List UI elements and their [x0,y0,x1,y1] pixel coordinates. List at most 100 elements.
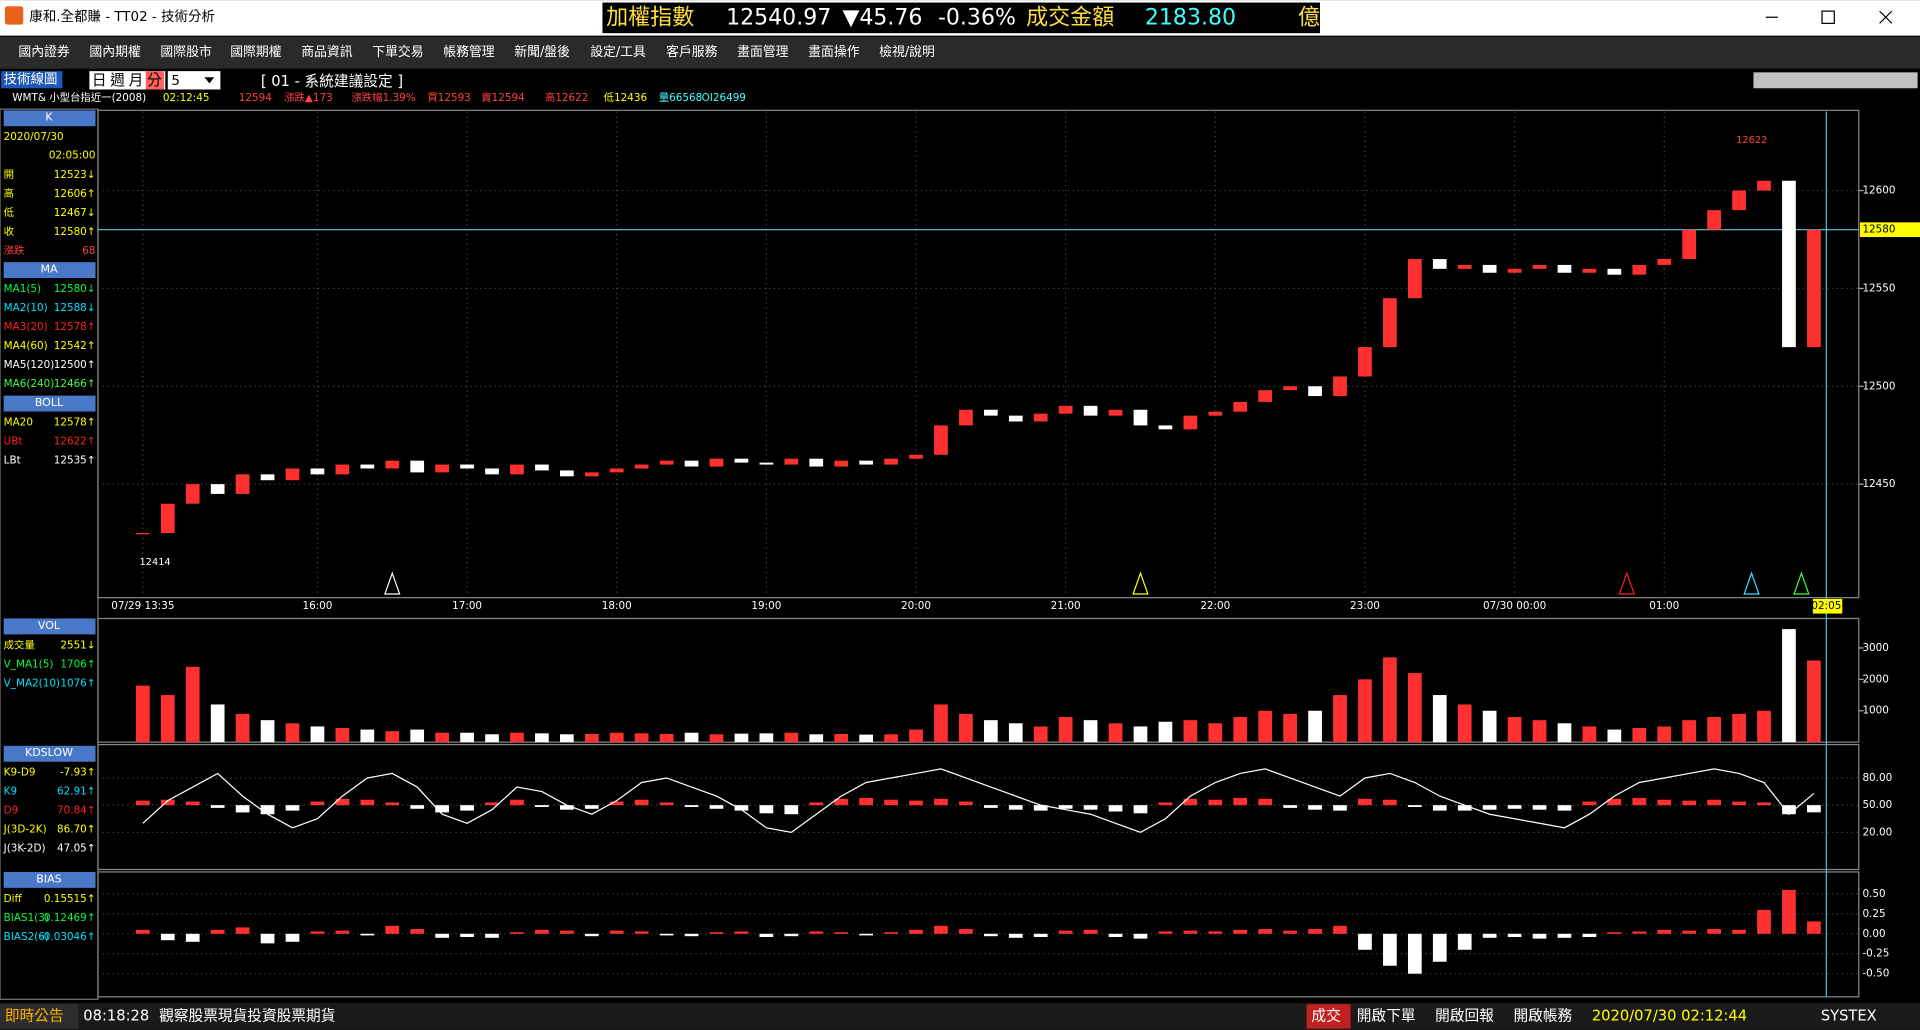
status-notice: 即時公告 [5,1007,64,1024]
chart-tools[interactable] [1753,72,1918,89]
volume-bar [859,734,873,743]
menu-item[interactable]: 畫面操作 [808,44,860,60]
kd-diff-bar [1782,805,1796,815]
row-label: J(3D-2K) [3,824,47,836]
notice-bg [0,1004,79,1029]
time-label: 07/30 00:00 [1483,600,1546,612]
row-value: 70.84↑ [57,805,95,817]
tool-strip[interactable] [1753,72,1918,89]
bias-bar [959,929,973,934]
kd-diff-bar [1333,805,1347,811]
volume-bar [460,732,474,743]
menu-item[interactable]: 國際股市 [160,44,212,60]
volume-bar [210,704,225,743]
kd-tick-label: 50.00 [1862,799,1892,811]
maximize[interactable] [1821,10,1835,24]
interval-value[interactable]: 5 [171,74,180,89]
bias-bar [1732,929,1746,934]
row-value: 12467↓ [54,207,96,219]
window-controls[interactable] [1765,10,1893,24]
candle [235,474,250,494]
quote-oi: OI26499 [702,92,746,104]
menu-item[interactable]: 新聞/盤後 [514,44,570,60]
close[interactable] [1879,10,1893,24]
kd-diff-bar [285,805,300,811]
candle [260,474,275,481]
price-tick-label: 12500 [1862,380,1895,392]
menu-item[interactable]: 客戶服務 [666,44,718,60]
menu-item[interactable]: 畫面管理 [737,44,789,60]
status-open-order[interactable]: 開啟下單 [1357,1007,1416,1024]
status-open-report[interactable]: 開啟回報 [1435,1007,1494,1024]
kd-diff-bar [584,805,599,809]
section-date: 2020/07/30 [4,131,64,143]
kd-diff-bar [1133,805,1148,814]
menu-item[interactable]: 檢視/說明 [879,44,935,60]
menu-item[interactable]: 下單交易 [372,44,423,60]
content: 康和.全都賺 - TT02 - 技術分析 加權指數 12540.97 ▼45.76 -0… [3,5,1920,1024]
row-label: V_MA2(10) [4,677,60,689]
volume-bar [1757,710,1771,743]
volume-bar [1732,713,1746,743]
kd-diff-bar [385,802,400,806]
period-button[interactable]: 週 [110,72,125,89]
kd-diff-bar [1033,805,1048,811]
row-label: 成交量 [4,638,35,651]
volume-bar [684,732,699,743]
menu-item[interactable]: 國內期權 [89,45,141,60]
bias-bar [210,929,225,934]
menu-item[interactable]: 商品資訊 [301,45,353,60]
kd-diff-bar [335,798,350,806]
candle [1383,298,1397,348]
kd-diff-bar [1482,805,1497,810]
ticker-strip [602,2,1320,34]
candle [1183,415,1198,430]
kd-diff-bar [135,800,150,806]
candle [210,484,225,494]
candle [1407,259,1422,299]
kd-diff-bar [310,801,325,806]
kd-diff-bar [934,798,948,806]
menu-item[interactable]: 國際期權 [230,45,282,60]
time-label: 02:05 [1811,600,1841,612]
bias-bar [1008,933,1023,938]
bias-bar [1158,931,1173,934]
candle [135,533,150,535]
kd-diff-bar [1457,805,1472,811]
period-button[interactable]: 日 [92,72,107,89]
menu-item[interactable]: 設定/工具 [590,44,646,60]
interval-box[interactable] [167,71,221,90]
ticker-turnover_label: 成交金額 [1026,5,1114,30]
quote-low: 低12436 [604,91,647,104]
menu-item[interactable]: 國內證券 [18,44,70,60]
candle [1432,259,1447,269]
volume-bar [1158,721,1173,743]
candle [160,503,175,534]
bias-bar [1582,933,1597,937]
volume-bar [884,734,898,743]
k-line [142,768,1815,834]
bias-bar [235,927,250,934]
period-button[interactable]: 月 [129,72,144,89]
kd-diff-bar [1258,798,1273,806]
volume-bar [1208,723,1223,743]
kd-diff-bar [983,805,998,808]
bias-bar [1233,929,1248,934]
bias-tick-label: 0.25 [1862,908,1885,920]
bias-bar [584,933,599,937]
volume-bar [1457,704,1472,743]
volume-bar [410,729,425,743]
candle [1133,409,1148,426]
candle [1008,415,1023,422]
period-button[interactable]: 分 [147,72,162,89]
status-trade[interactable]: 成交 [1311,1006,1341,1024]
kd-diff-bar [759,805,774,814]
menu-item[interactable]: 帳務管理 [443,44,495,60]
bias-bar [934,925,948,934]
menu-bar [0,36,1920,69]
status-open-account[interactable]: 開啟帳務 [1513,1007,1572,1024]
volume-bar [1258,710,1273,743]
bias-bar [1133,933,1148,939]
row-label: MA2(10) [4,302,48,314]
